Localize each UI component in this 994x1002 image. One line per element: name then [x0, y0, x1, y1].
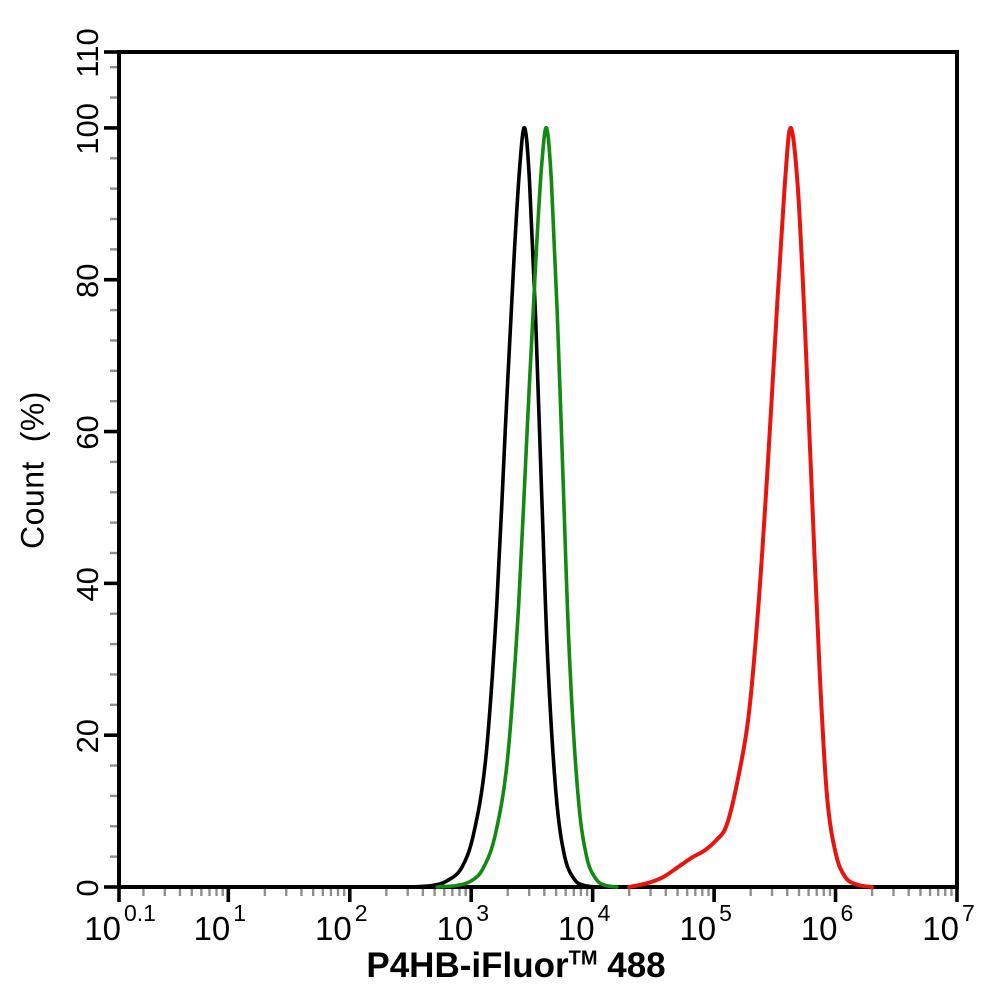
x-axis-title-suffix: 488: [597, 946, 666, 985]
y-axis-tick-label: 110: [70, 28, 105, 77]
x-axis-tick-label-base: 10: [679, 910, 716, 947]
x-axis-tick-label-base: 10: [194, 910, 231, 947]
histogram-curve-green: [435, 126, 619, 889]
x-axis-tick-label-exponent: 3: [476, 900, 489, 926]
y-axis-tick-label: 100: [70, 103, 105, 155]
x-axis-tick-label-base: 10: [315, 910, 352, 947]
x-axis-tick-label-exponent: 2: [355, 900, 368, 926]
x-axis-tick-label-base: 10: [801, 910, 838, 947]
x-axis-tick-label-exponent: 7: [962, 900, 975, 926]
x-axis-tick-label-exponent: 1: [233, 900, 246, 926]
x-axis-tick-label-exponent: 6: [841, 900, 854, 926]
x-axis-tick-label-base: 10: [84, 910, 121, 947]
x-axis-title: P4HB-iFluorTM 488: [96, 946, 936, 986]
trademark-superscript: TM: [568, 947, 598, 970]
y-axis-title: Count (%): [14, 391, 51, 549]
y-axis-tick-label: 80: [70, 263, 105, 297]
x-axis-tick-label-base: 10: [922, 910, 959, 947]
y-axis-tick-label: 40: [70, 567, 105, 601]
plot-border: [117, 50, 959, 889]
x-axis-tick-label-base: 10: [436, 910, 473, 947]
y-axis-tick-label: 0: [70, 879, 105, 896]
y-axis-tick-label: 60: [70, 415, 105, 449]
histogram-curve-black: [408, 126, 599, 889]
x-axis-tick-label-exponent: 4: [598, 900, 611, 926]
histogram-curve-red: [627, 125, 874, 889]
x-axis-tick-label-exponent: 0.1: [124, 900, 156, 926]
x-axis-title-text: P4HB-iFluor: [366, 946, 569, 985]
y-axis-tick-label: 20: [70, 719, 105, 753]
x-axis-tick-label-exponent: 5: [719, 900, 732, 926]
x-axis-tick-label-base: 10: [558, 910, 595, 947]
